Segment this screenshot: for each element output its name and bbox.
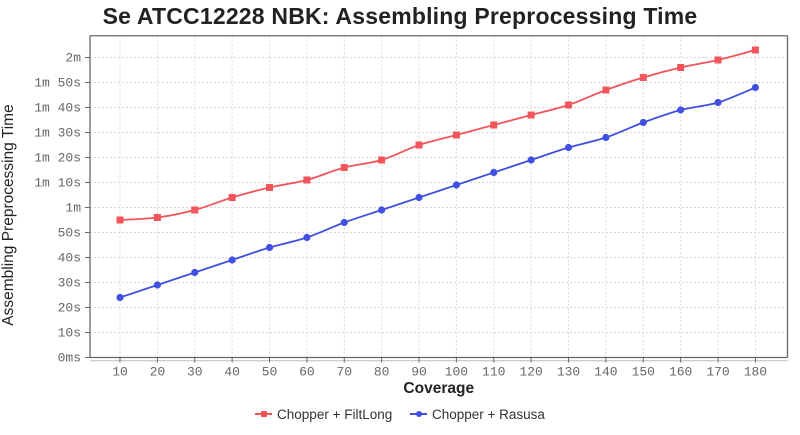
svg-text:140: 140 — [594, 365, 617, 380]
svg-text:80: 80 — [374, 365, 390, 380]
svg-text:30: 30 — [187, 365, 203, 380]
svg-text:1m 30s: 1m 30s — [34, 126, 81, 141]
svg-text:1m 20s: 1m 20s — [34, 151, 81, 166]
svg-text:1m 40s: 1m 40s — [34, 101, 81, 116]
svg-text:40: 40 — [224, 365, 240, 380]
svg-text:50s: 50s — [58, 226, 81, 241]
svg-text:0ms: 0ms — [58, 351, 81, 366]
svg-text:100: 100 — [445, 365, 468, 380]
svg-text:70: 70 — [336, 365, 352, 380]
svg-text:2m: 2m — [65, 51, 81, 66]
svg-text:10s: 10s — [58, 326, 81, 341]
svg-text:60: 60 — [299, 365, 315, 380]
svg-text:110: 110 — [482, 365, 505, 380]
svg-text:170: 170 — [706, 365, 729, 380]
svg-text:1m 10s: 1m 10s — [34, 176, 81, 191]
svg-text:30s: 30s — [58, 276, 81, 291]
svg-text:150: 150 — [632, 365, 655, 380]
svg-text:10: 10 — [112, 365, 128, 380]
svg-text:20s: 20s — [58, 301, 81, 316]
svg-text:1m: 1m — [65, 201, 81, 216]
svg-text:90: 90 — [411, 365, 427, 380]
svg-text:130: 130 — [557, 365, 580, 380]
svg-text:50: 50 — [262, 365, 278, 380]
svg-text:1m 50s: 1m 50s — [34, 76, 81, 91]
svg-text:160: 160 — [669, 365, 692, 380]
svg-text:40s: 40s — [58, 251, 81, 266]
svg-text:20: 20 — [150, 365, 166, 380]
svg-text:120: 120 — [519, 365, 542, 380]
svg-text:180: 180 — [744, 365, 767, 380]
